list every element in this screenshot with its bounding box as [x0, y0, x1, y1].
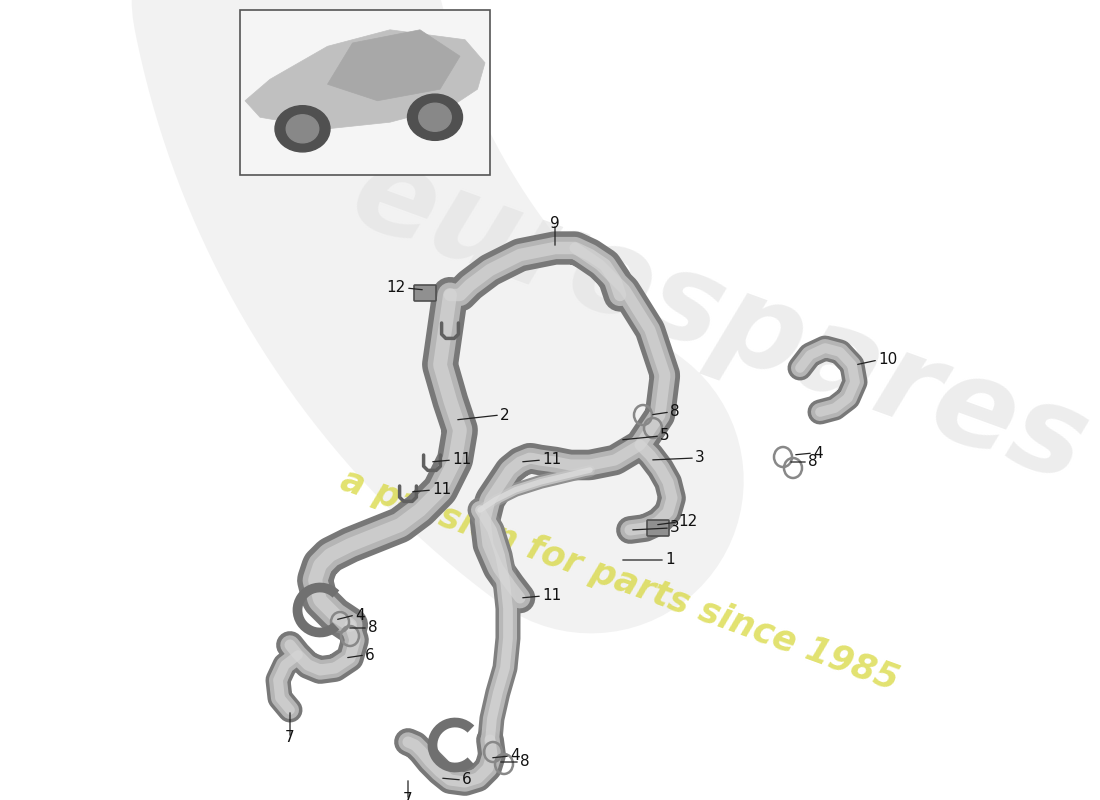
Polygon shape: [328, 30, 460, 101]
Text: 6: 6: [365, 647, 375, 662]
Text: 12: 12: [387, 281, 406, 295]
Text: 12: 12: [678, 514, 697, 530]
Polygon shape: [245, 30, 485, 129]
Text: 2: 2: [500, 407, 509, 422]
Text: 9: 9: [550, 217, 560, 231]
Text: 5: 5: [660, 429, 670, 443]
Text: a passion for parts since 1985: a passion for parts since 1985: [337, 463, 903, 697]
Text: 8: 8: [520, 754, 529, 770]
Text: 7: 7: [285, 730, 295, 746]
Text: 10: 10: [878, 353, 898, 367]
FancyBboxPatch shape: [647, 520, 669, 536]
Text: 11: 11: [542, 453, 561, 467]
Ellipse shape: [407, 94, 462, 140]
Text: 4: 4: [813, 446, 823, 461]
Text: 8: 8: [670, 405, 680, 419]
Text: 11: 11: [432, 482, 451, 498]
Text: 6: 6: [462, 773, 472, 787]
Text: 8: 8: [368, 621, 377, 635]
Text: 4: 4: [355, 607, 364, 622]
Ellipse shape: [275, 106, 330, 152]
Ellipse shape: [286, 114, 319, 143]
Text: 4: 4: [510, 749, 519, 763]
Text: eurospares: eurospares: [337, 133, 1100, 507]
Text: 3: 3: [695, 450, 705, 466]
Ellipse shape: [419, 103, 451, 131]
Text: 8: 8: [808, 454, 817, 470]
Text: 7: 7: [404, 793, 412, 800]
Text: 3: 3: [670, 521, 680, 535]
Text: 11: 11: [452, 453, 471, 467]
Text: 11: 11: [542, 589, 561, 603]
Text: 1: 1: [666, 553, 674, 567]
FancyBboxPatch shape: [414, 285, 436, 301]
Bar: [240, 10, 490, 175]
